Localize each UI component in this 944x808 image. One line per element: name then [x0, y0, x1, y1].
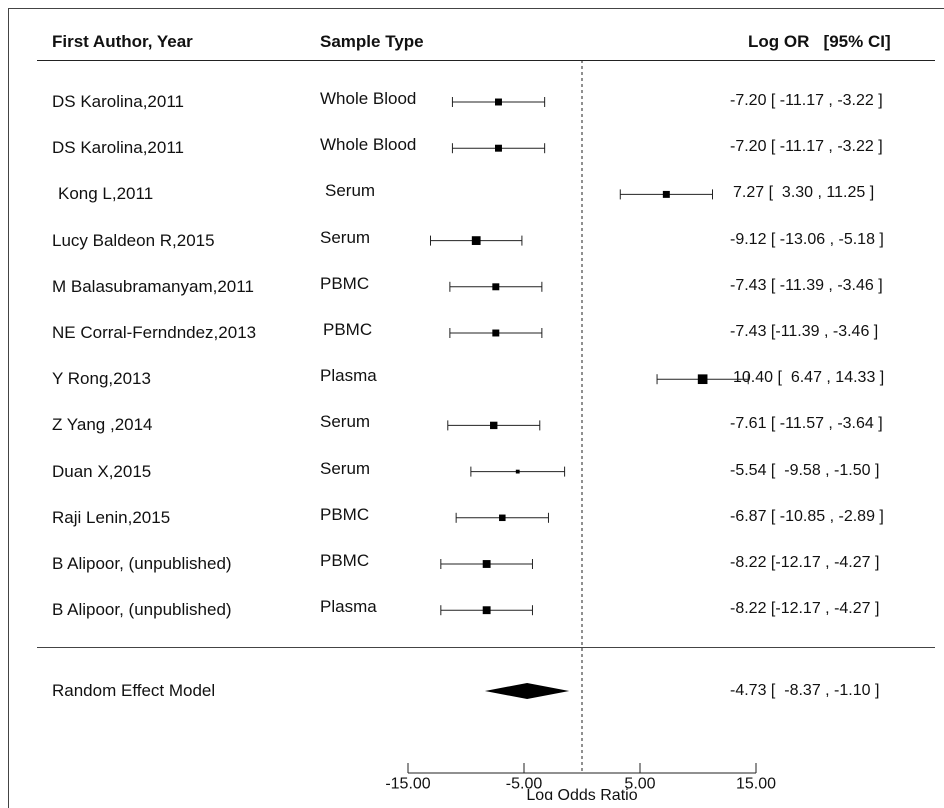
point-estimate: [492, 283, 500, 291]
study-label: DS Karolina,2011: [52, 92, 184, 111]
header-sample-type: Sample Type: [320, 32, 424, 51]
study-label: B Alipoor, (unpublished): [52, 600, 232, 620]
ci-text: -9.12 [ -13.06 , -5.18 ]: [730, 230, 884, 248]
ci-text: -7.20 [ -11.17 , -3.22 ]: [730, 92, 883, 109]
sample-type-label: Whole Blood: [320, 89, 417, 108]
sample-type-label: PBMC: [323, 320, 373, 339]
header-study: First Author, Year: [52, 32, 193, 51]
point-estimate: [662, 190, 670, 198]
point-estimate: [495, 144, 502, 152]
study-label: DS Karolina,2011: [52, 138, 184, 158]
x-axis-title: Log Odds Ratio: [526, 787, 637, 800]
x-tick-label: 5.00: [624, 775, 655, 792]
sample-type-label: PBMC: [320, 504, 370, 524]
sample-type-label: Serum: [320, 412, 371, 432]
sample-type-label: Plasma: [320, 366, 377, 386]
sample-type-label: PBMC: [320, 273, 370, 293]
summary-diamond: [484, 683, 570, 699]
summary-rule: [37, 647, 935, 648]
sample-type-label: Whole Blood: [320, 135, 417, 155]
figure-frame: [8, 8, 944, 808]
ci-text: -7.43 [-11.39 , -3.46 ]: [730, 323, 879, 340]
x-tick-label: 15.00: [736, 775, 776, 792]
point-estimate: [482, 606, 491, 615]
study-label: Z Yang ,2014: [52, 415, 153, 435]
sample-type-label: PBMC: [320, 551, 370, 570]
sample-type-label: Serum: [320, 227, 371, 247]
study-label: Raji Lenin,2015: [52, 507, 171, 527]
point-estimate: [697, 374, 708, 385]
sample-type-label: Serum: [320, 458, 371, 478]
point-estimate: [471, 236, 481, 245]
point-estimate: [495, 98, 502, 106]
ci-text: -7.43 [ -11.39 , -3.46 ]: [730, 276, 883, 294]
summary-label: Random Effect Model: [52, 681, 216, 700]
study-label: Kong L,2011: [58, 184, 154, 204]
study-label: B Alipoor, (unpublished): [52, 554, 232, 573]
ci-text: 7.27 [ 3.30 , 11.25 ]: [733, 184, 875, 202]
point-estimate: [499, 514, 506, 522]
header-rule: [37, 60, 935, 61]
summary-ci-text: -4.73 [ -8.37 , -1.10 ]: [730, 682, 880, 699]
point-estimate: [515, 469, 520, 474]
study-label: Y Rong,2013: [52, 369, 151, 389]
ci-text: 10.40 [ 6.47 , 14.33 ]: [733, 369, 885, 387]
ci-text: -5.54 [ -9.58 , -1.50 ]: [730, 461, 880, 479]
sample-type-label: Serum: [325, 181, 376, 201]
study-label: Lucy Baldeon R,2015: [52, 230, 215, 250]
ci-text: -7.61 [ -11.57 , -3.64 ]: [730, 415, 883, 433]
point-estimate: [492, 329, 500, 337]
study-label: M Balasubramanyam,2011: [52, 276, 254, 296]
point-estimate: [482, 560, 491, 568]
header-log-or-ci: Log OR [95% CI]: [748, 32, 891, 51]
ci-text: -8.22 [-12.17 , -4.27 ]: [730, 554, 880, 571]
ci-text: -8.22 [-12.17 , -4.27 ]: [730, 600, 880, 618]
ci-text: -6.87 [ -10.85 , -2.89 ]: [730, 507, 884, 525]
study-label: NE Corral-Ferndndez,2013: [52, 323, 257, 342]
ci-text: -7.20 [ -11.17 , -3.22 ]: [730, 138, 883, 156]
study-label: Duan X,2015: [52, 461, 152, 481]
x-tick-label: -15.00: [385, 775, 430, 792]
point-estimate: [490, 421, 498, 430]
sample-type-label: Plasma: [320, 597, 377, 617]
x-tick-label: -5.00: [506, 775, 543, 792]
